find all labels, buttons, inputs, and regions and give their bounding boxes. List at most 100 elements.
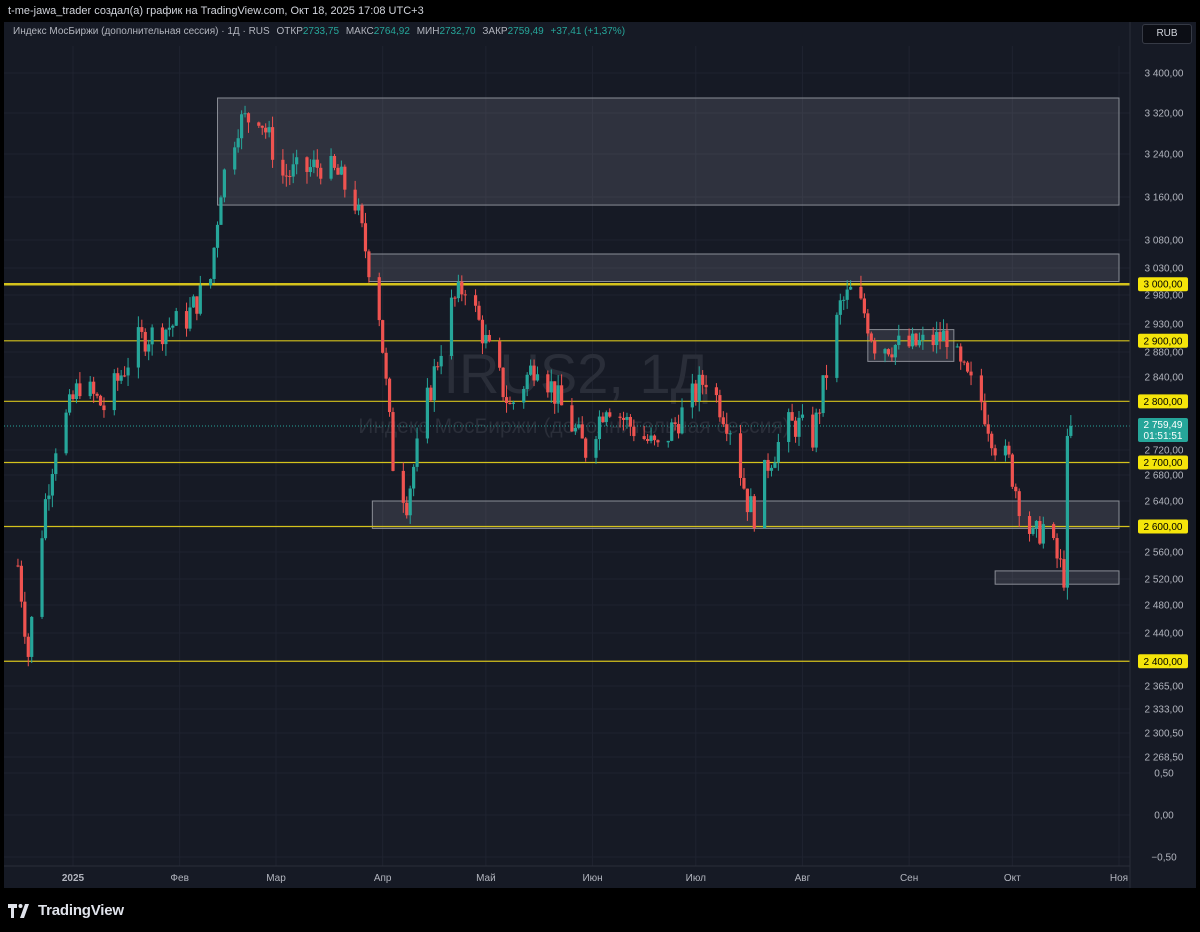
candle-body (738, 433, 743, 478)
candle-body (439, 355, 443, 367)
candle-body (140, 327, 144, 332)
candle-body (824, 375, 829, 378)
candle-body (295, 157, 299, 165)
month-label: Авг (795, 873, 811, 884)
zone-rect (994, 570, 1120, 585)
price-tick-label: 2 640,00 (1145, 497, 1184, 508)
candle-body (312, 159, 316, 168)
level-badge (1138, 654, 1188, 669)
candle-body (835, 314, 839, 378)
candle-body (353, 189, 357, 211)
candle-body (384, 352, 388, 379)
candle-body (676, 424, 681, 434)
candle-body (123, 375, 127, 377)
month-label: Июн (582, 873, 602, 884)
candle-body (842, 299, 846, 301)
tradingview-logo[interactable]: TradingView (8, 902, 124, 919)
tradingview-brand: TradingView (38, 902, 124, 919)
candle-body (790, 412, 794, 421)
price-tick-label: 3 030,00 (1145, 264, 1184, 275)
candle-body (119, 375, 123, 381)
candle-body (50, 474, 54, 496)
watermark-ticker: IRUS2, 1Д (443, 342, 708, 405)
zone-rect (217, 97, 1120, 206)
candle-body (1007, 445, 1011, 455)
candle-body (701, 374, 705, 385)
candle-body (484, 334, 488, 344)
candle-body (367, 251, 371, 278)
candle-body (264, 127, 268, 133)
price-tick-label: 2 480,00 (1145, 601, 1184, 612)
price-tick-label: 2 440,00 (1145, 629, 1184, 640)
candle-body (728, 433, 732, 435)
candle-body (670, 422, 674, 441)
candle-body (54, 453, 58, 475)
candle-body (195, 296, 199, 314)
candle-body (136, 327, 140, 368)
candle-body (64, 412, 68, 454)
candle-body (305, 157, 309, 172)
legend-high-label: МАКС (345, 26, 374, 37)
level-label: 2 900,00 (1144, 336, 1183, 347)
candle-body (584, 438, 588, 458)
candle-body (721, 417, 725, 425)
candle-body (95, 393, 99, 396)
candle-body (239, 114, 244, 139)
price-chart[interactable]: IRUS2, 1Д Индекс МосБиржи (дополнительна… (0, 0, 1200, 888)
candle-body (886, 349, 891, 355)
candle-body (112, 373, 116, 411)
candle-body (102, 405, 106, 411)
month-label: Апр (374, 873, 392, 884)
level-label: 3 000,00 (1144, 280, 1183, 291)
candle-body (270, 127, 275, 160)
candle-body (787, 412, 791, 443)
candle-body (126, 367, 130, 376)
candle-body (377, 277, 381, 321)
candle-body (993, 448, 997, 456)
legend-low-label: МИН (416, 26, 440, 37)
candle-body (315, 159, 319, 168)
footer (0, 888, 1200, 932)
zones (217, 97, 1120, 585)
candle-body (979, 375, 983, 403)
candle-body (742, 477, 746, 489)
candle-body (649, 435, 653, 441)
candle-body (98, 395, 103, 406)
candle-body (714, 387, 719, 396)
price-tick-label: 0,50 (1154, 769, 1174, 780)
candle-body (88, 381, 92, 397)
candle-body (501, 367, 505, 398)
candle-body (959, 346, 963, 362)
candle-body (680, 407, 684, 434)
chart-panel[interactable] (4, 22, 1196, 888)
candle-body (405, 502, 409, 516)
candle-body (646, 439, 650, 441)
candle-body (332, 155, 337, 168)
candle-body (570, 405, 574, 432)
month-label: Фев (170, 873, 188, 884)
legend-low: 2732,70 (439, 26, 476, 37)
candle-body (594, 439, 598, 458)
price-tick-label: 2 333,00 (1145, 705, 1184, 716)
candle-body (910, 333, 915, 347)
candle-body (26, 636, 30, 657)
month-label: Мар (266, 873, 286, 884)
legend-close-label: ЗАКР (482, 26, 508, 37)
currency-button[interactable]: RUB (1142, 24, 1192, 44)
candle-body (1058, 558, 1063, 560)
candle-body (363, 223, 368, 252)
symbol-legend: Индекс МосБиржи (дополнительная сессия) … (13, 26, 625, 37)
candle-body (890, 354, 894, 358)
candle-body (656, 440, 660, 443)
candle-body (30, 616, 34, 657)
candle-body (47, 495, 51, 500)
candle-body (150, 327, 154, 345)
candle-body (1003, 445, 1008, 456)
month-label: Июл (686, 873, 706, 884)
candle-body (222, 169, 226, 198)
candle-body (257, 122, 261, 126)
candle-body (408, 488, 412, 516)
candle-body (16, 565, 20, 567)
candle-body (938, 332, 942, 342)
candle-body (415, 438, 419, 467)
